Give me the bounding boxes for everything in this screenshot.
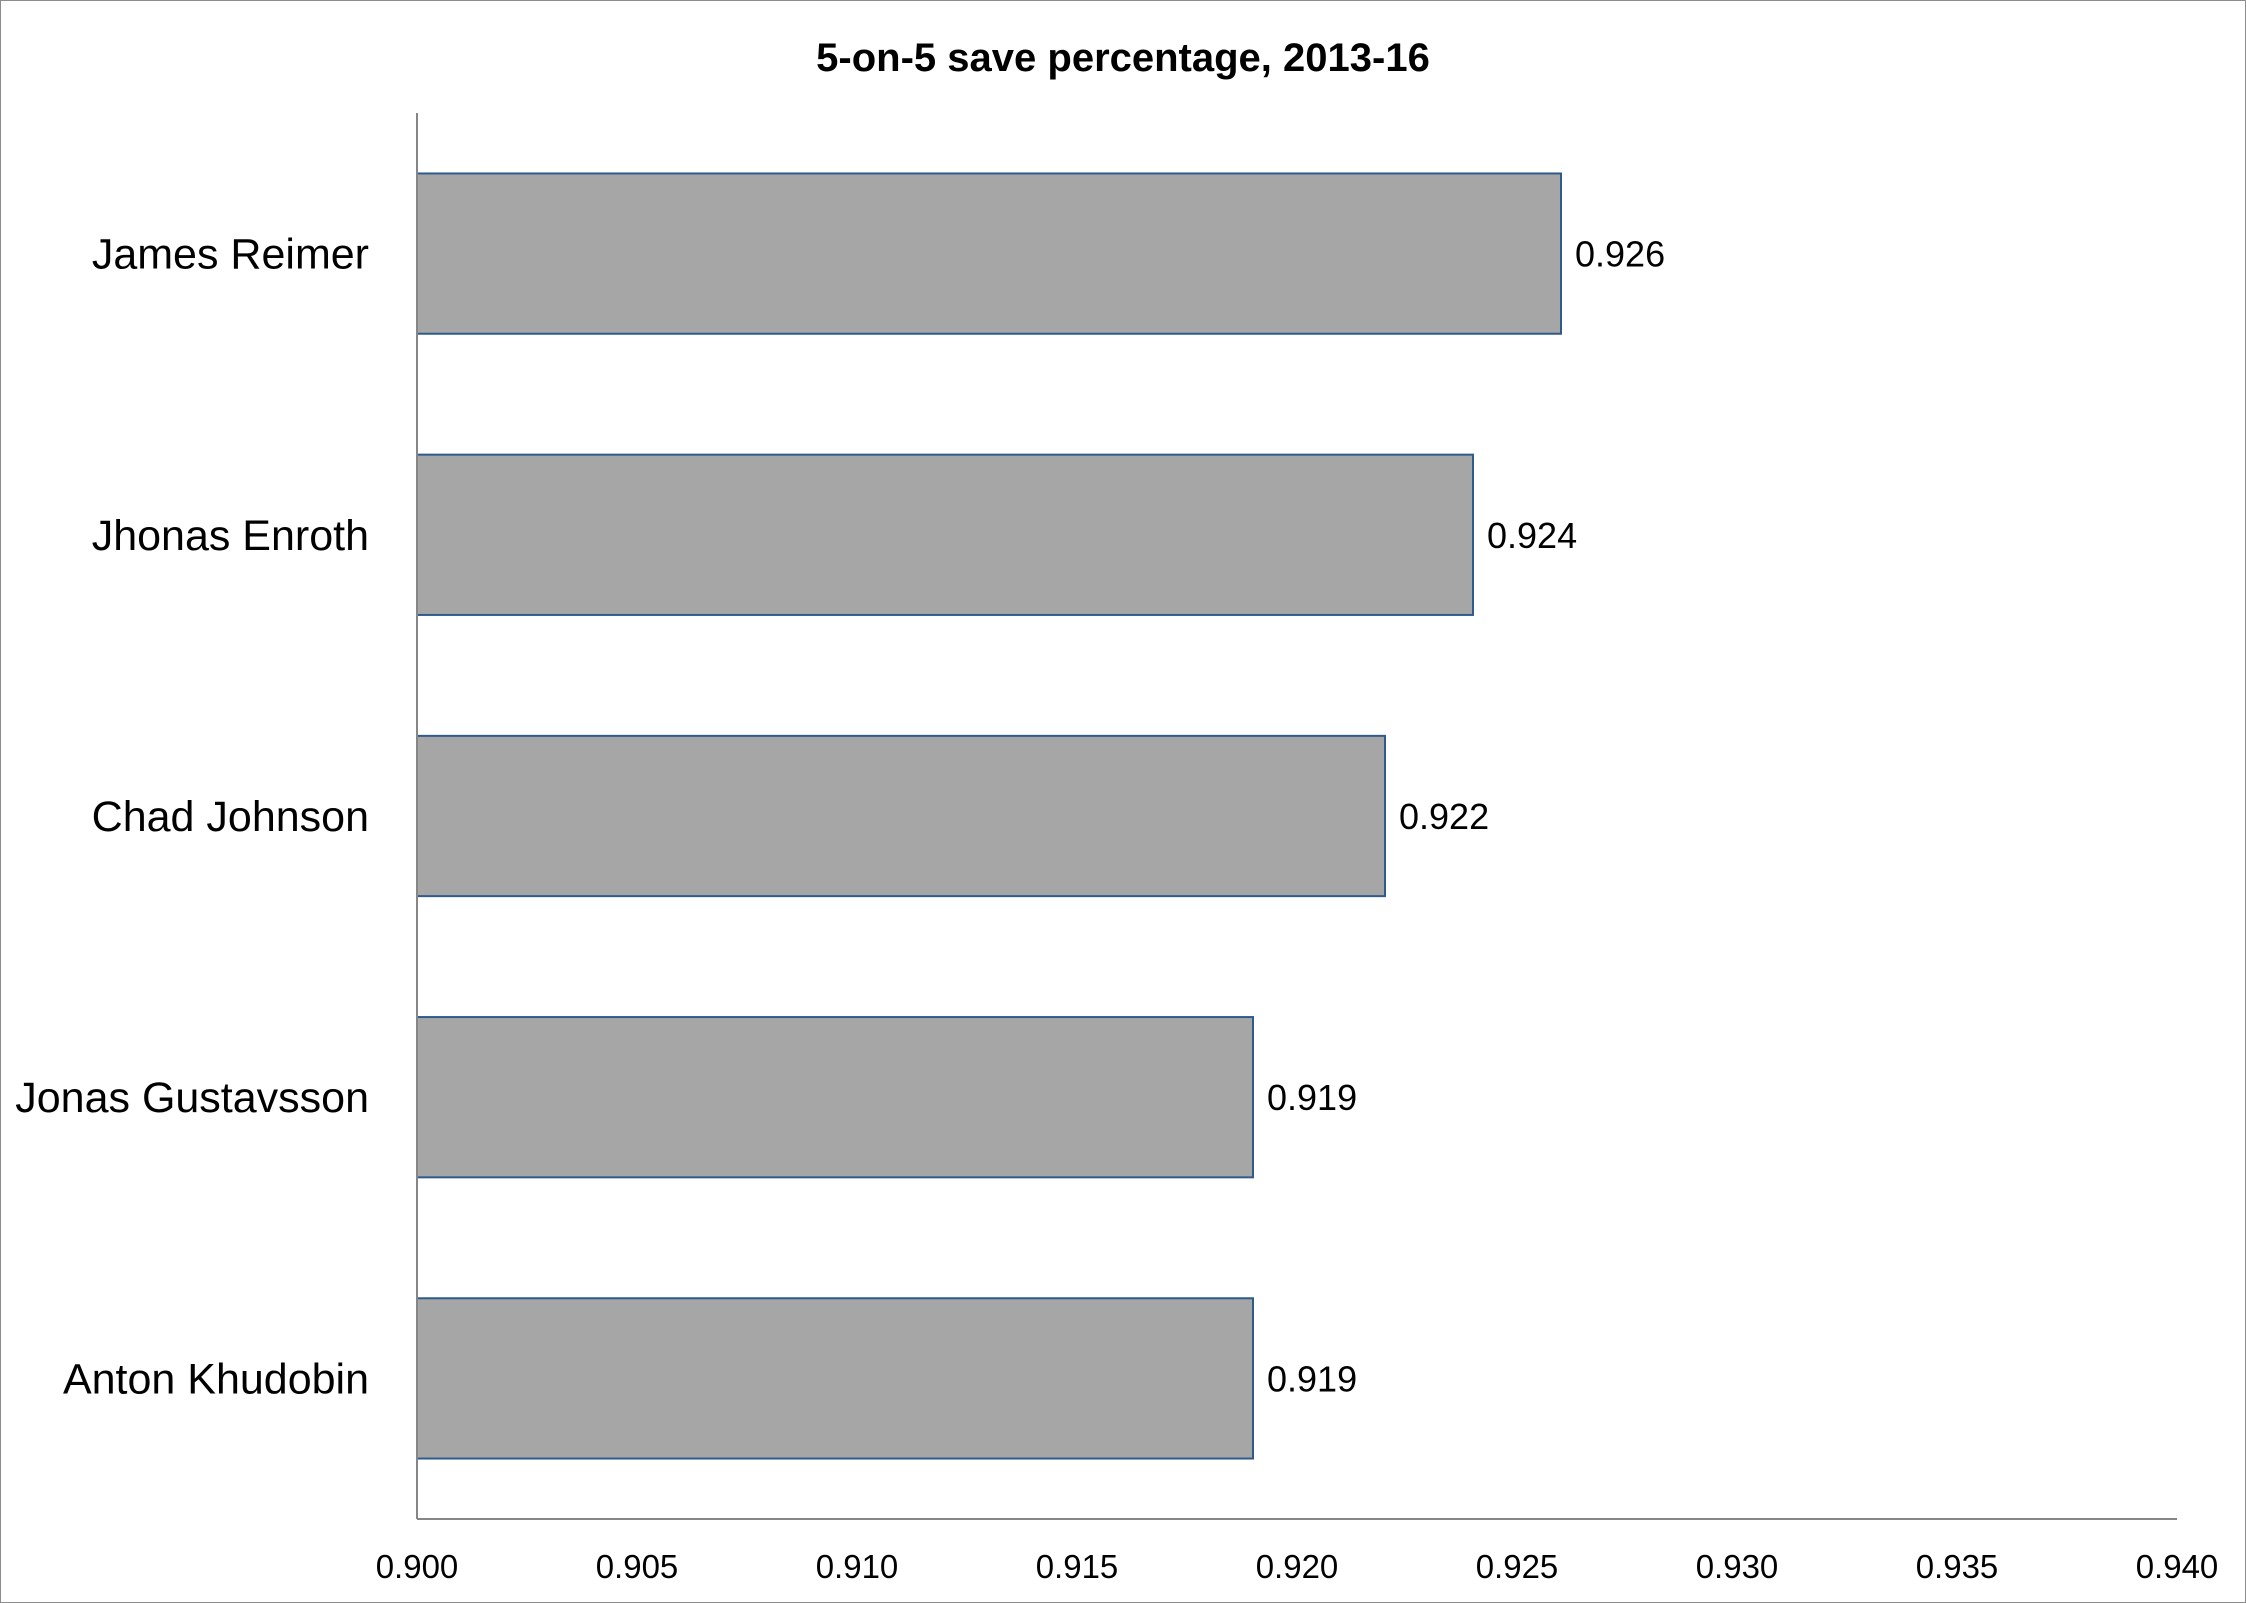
data-label: 0.926 [1575, 234, 1665, 275]
x-tick-label: 0.905 [596, 1548, 679, 1585]
category-label: Jonas Gustavsson [15, 1074, 369, 1122]
category-label: James Reimer [92, 231, 369, 279]
x-tick-label: 0.920 [1256, 1548, 1339, 1585]
data-label: 0.924 [1487, 515, 1577, 556]
bar [416, 172, 1562, 335]
category-label: Jhonas Enroth [92, 512, 369, 560]
bar [416, 453, 1474, 616]
category-label: Chad Johnson [92, 793, 369, 841]
category-label: Anton Khudobin [63, 1355, 369, 1403]
data-label: 0.919 [1267, 1358, 1357, 1399]
x-tick-label: 0.915 [1036, 1548, 1119, 1585]
chart-title: 5-on-5 save percentage, 2013-16 [816, 36, 1430, 80]
axis-layer: 0.900 0.905 0.910 0.915 0.920 0.925 0.930 0.935… [376, 113, 2219, 1585]
bar [416, 734, 1386, 898]
x-tick-label: 0.935 [1916, 1548, 1999, 1585]
data-label: 0.922 [1399, 796, 1489, 837]
bar [416, 1297, 1254, 1460]
x-tick-label: 0.910 [816, 1548, 899, 1585]
bar [416, 1016, 1254, 1179]
x-tick-label: 0.930 [1696, 1548, 1779, 1585]
x-tick-label: 0.940 [2136, 1548, 2219, 1585]
data-label: 0.919 [1267, 1077, 1357, 1118]
bars-layer: James Reimer 0.926 Jhonas Enroth 0.924 Chad … [15, 172, 1665, 1460]
x-tick-label: 0.925 [1476, 1548, 1559, 1585]
x-tick-label: 0.900 [376, 1548, 459, 1585]
